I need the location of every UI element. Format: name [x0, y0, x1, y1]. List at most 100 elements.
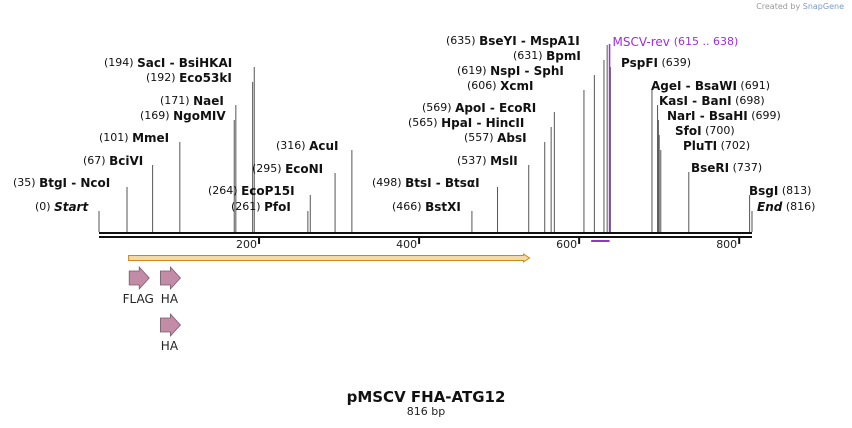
- site-position: (101): [99, 131, 132, 144]
- site-position: (557): [464, 131, 497, 144]
- site-label: End (816): [757, 200, 815, 214]
- site-position: (816): [782, 200, 815, 213]
- credit-prefix: Created by: [756, 2, 801, 11]
- scale-tick-label: 600: [556, 238, 577, 251]
- enzyme-name: EcoP15I: [241, 184, 295, 198]
- enzyme-name: AcuI: [309, 139, 338, 153]
- enzyme-name: EcoNI: [285, 162, 323, 176]
- site-position: (699): [748, 109, 781, 122]
- enzyme-name: End: [757, 200, 783, 214]
- site-label: (569) ApoI - EcoRI: [422, 101, 536, 115]
- site-label: (0) Start: [35, 200, 89, 214]
- site-label: KasI - BanI (698): [659, 94, 765, 108]
- orf-arrow: [128, 253, 531, 263]
- site-position: (737): [729, 161, 762, 174]
- site-position: (295): [252, 162, 285, 175]
- enzyme-name: BtgI - NcoI: [39, 176, 110, 190]
- site-position: (0): [35, 200, 54, 213]
- site-label: (635) BseYI - MspA1I: [446, 34, 580, 48]
- site-position: (639): [658, 56, 691, 69]
- site-label: AgeI - BsaWI (691): [651, 79, 770, 93]
- enzyme-name: Start: [54, 200, 89, 214]
- site-label: (316) AcuI: [276, 139, 339, 153]
- site-label: (261) PfoI: [231, 200, 291, 214]
- site-label: (606) XcmI: [467, 79, 533, 93]
- site-position: (35): [13, 176, 39, 189]
- enzyme-name: SacI - BsiHKAI: [137, 56, 232, 70]
- scale-tick-label: 800: [716, 238, 737, 251]
- site-position: (569): [422, 101, 455, 114]
- feature-label: HA: [161, 292, 179, 306]
- primer-label: MSCV-rev (615 .. 638): [613, 35, 739, 49]
- site-label: (101) MmeI: [99, 131, 169, 145]
- site-position: (316): [276, 139, 309, 152]
- restriction-sites: (0) Start (35) BtgI - NcoI (67) BciVI (101)…: [13, 34, 815, 232]
- site-label: (295) EcoNI: [252, 162, 323, 176]
- snapgene-brand: SnapGene: [802, 2, 844, 11]
- enzyme-name: BseRI: [691, 161, 729, 175]
- enzyme-name: PfoI: [264, 200, 291, 214]
- site-position: (466): [392, 200, 425, 213]
- scale-tick-label: 200: [236, 238, 257, 251]
- site-label: (619) NspI - SphI: [457, 64, 564, 78]
- scale-ticks: 200 400 600 800: [236, 237, 741, 251]
- site-position: (498): [372, 176, 405, 189]
- site-label: (264) EcoP15I: [208, 184, 295, 198]
- site-label: (169) NgoMIV: [140, 109, 226, 123]
- enzyme-name: BseYI - MspA1I: [479, 34, 580, 48]
- site-position: (194): [104, 56, 137, 69]
- site-label: (67) BciVI: [83, 154, 143, 168]
- site-label: BsgI (813): [749, 184, 811, 198]
- primer-name: MSCV-rev: [613, 35, 674, 49]
- enzyme-name: NgoMIV: [173, 109, 226, 123]
- snapgene-credit: Created by SnapGene: [756, 2, 844, 11]
- site-position: (619): [457, 64, 490, 77]
- feature-arrow: [128, 265, 150, 291]
- site-position: (691): [737, 79, 770, 92]
- site-label: SfoI (700): [675, 124, 735, 138]
- site-label: PluTI (702): [683, 139, 750, 153]
- enzyme-name: HpaI - HincII: [441, 116, 524, 130]
- enzyme-name: BtsI - BtsαI: [405, 176, 480, 190]
- enzyme-name: NarI - BsaHI: [667, 109, 748, 123]
- enzyme-name: MmeI: [132, 131, 169, 145]
- site-position: (565): [408, 116, 441, 129]
- site-position: (264): [208, 184, 241, 197]
- site-label: (537) MslI: [457, 154, 518, 168]
- site-position: (192): [146, 71, 179, 84]
- site-position: (171): [160, 94, 193, 107]
- scale-tick-label: 400: [396, 238, 417, 251]
- site-label: (498) BtsI - BtsαI: [372, 176, 480, 190]
- feature-arrow: [160, 312, 181, 338]
- enzyme-name: AgeI - BsaWI: [651, 79, 737, 93]
- site-label: (565) HpaI - HincII: [408, 116, 524, 130]
- enzyme-name: ApoI - EcoRI: [455, 101, 536, 115]
- enzyme-name: BpmI: [546, 49, 581, 63]
- site-label: PspFI (639): [621, 56, 691, 70]
- site-label: (35) BtgI - NcoI: [13, 176, 110, 190]
- enzyme-name: PluTI: [683, 139, 717, 153]
- site-label: (171) NaeI: [160, 94, 224, 108]
- site-label: NarI - BsaHI (699): [667, 109, 781, 123]
- site-position: (813): [778, 184, 811, 197]
- site-position: (261): [231, 200, 264, 213]
- site-position: (67): [83, 154, 109, 167]
- site-label: (466) BstXI: [392, 200, 461, 214]
- construct-name: pMSCV FHA-ATG12: [346, 388, 506, 406]
- site-position: (635): [446, 34, 479, 47]
- site-label: (194) SacI - BsiHKAI: [104, 56, 232, 70]
- enzyme-name: XcmI: [500, 79, 533, 93]
- site-position: (606): [467, 79, 500, 92]
- enzyme-name: BsgI: [749, 184, 778, 198]
- site-position: (698): [732, 94, 765, 107]
- site-label: (557) AbsI: [464, 131, 527, 145]
- enzyme-name: PspFI: [621, 56, 658, 70]
- site-label: (631) BpmI: [513, 49, 581, 63]
- enzyme-name: KasI - BanI: [659, 94, 732, 108]
- feature-arrow: [160, 265, 181, 291]
- site-position: (702): [717, 139, 750, 152]
- features: FLAG HA HA: [123, 265, 181, 353]
- primer-range: (615 .. 638): [674, 35, 739, 48]
- construct-length: 816 bp: [406, 405, 446, 418]
